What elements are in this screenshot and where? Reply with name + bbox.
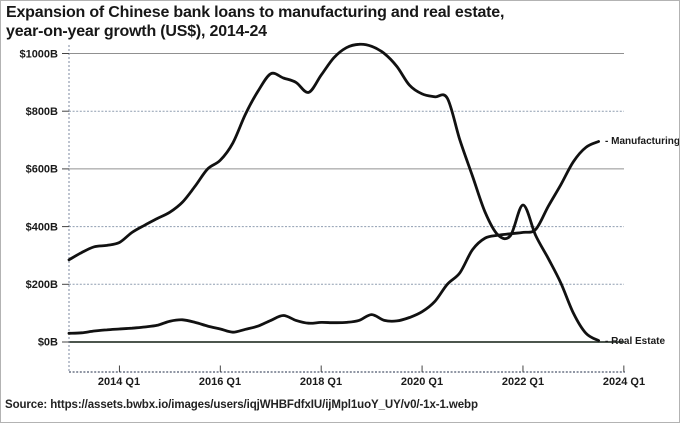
y-tick-label-0: $0B [38, 337, 58, 349]
y-tick-label-200: $200B [26, 279, 58, 291]
y-tick-label-1000: $1000B [19, 49, 58, 61]
x-axis-labels: 2014 Q1 2016 Q1 2018 Q1 2020 Q1 2022 Q1 … [98, 376, 645, 388]
chart-title-line2: year-on-year growth (US$), 2014-24 [6, 23, 267, 40]
y-tick-label-800: $800B [26, 106, 58, 118]
source-caption: Source: https://assets.bwbx.io/images/us… [5, 399, 478, 411]
x-tick-label-2014: 2014 Q1 [98, 376, 140, 388]
axis-layer [62, 45, 625, 373]
x-tick-label-2018: 2018 Q1 [300, 376, 342, 388]
y-tick-label-400: $400B [26, 222, 58, 234]
y-tick-label-600: $600B [26, 164, 58, 176]
x-tick-label-2022: 2022 Q1 [502, 376, 544, 388]
y-axis-labels: $1000B $800B $600B $400B $200B $0B [19, 49, 58, 349]
x-tick-label-2024: 2024 Q1 [603, 376, 645, 388]
series-layer [67, 42, 600, 342]
series-label-real-estate: - Real Estate [605, 336, 665, 347]
x-tick-label-2020: 2020 Q1 [401, 376, 443, 388]
grid-layer [69, 53, 624, 343]
series-line-real-estate [67, 42, 600, 342]
series-label-manufacturing: - Manufacturing [605, 136, 680, 147]
chart-title: Expansion of Chinese bank loans to manuf… [6, 3, 678, 41]
x-tick-label-2016: 2016 Q1 [199, 376, 241, 388]
series-line-manufacturing [67, 140, 600, 335]
chart-title-line1: Expansion of Chinese bank loans to manuf… [6, 4, 505, 21]
